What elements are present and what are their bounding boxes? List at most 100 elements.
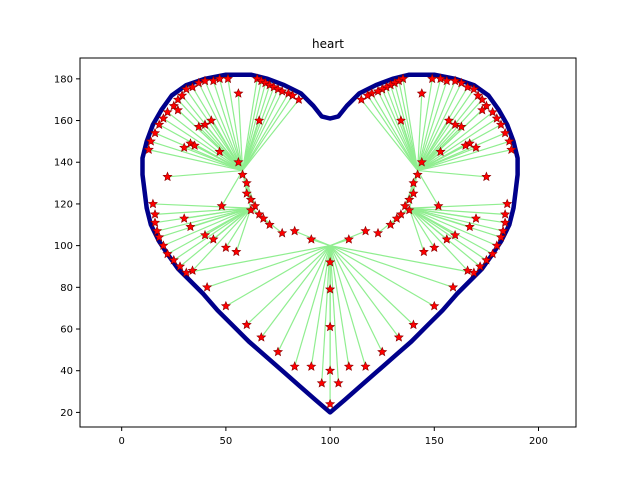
spoke-line <box>152 203 251 209</box>
star-marker <box>179 142 190 152</box>
star-marker <box>233 88 244 98</box>
star-marker <box>283 88 294 98</box>
spoke-line <box>246 245 331 326</box>
star-marker <box>289 225 300 236</box>
spoke-line <box>194 145 243 172</box>
spoke-line <box>329 245 367 367</box>
star-marker <box>277 86 288 96</box>
star-marker <box>500 217 511 227</box>
spoke-line <box>400 120 419 171</box>
star-marker <box>200 119 211 130</box>
star-marker <box>475 261 486 271</box>
star-marker <box>400 200 411 211</box>
star-marker <box>456 77 467 88</box>
spoke-line <box>206 245 331 288</box>
spoke-line <box>329 245 454 288</box>
star-marker <box>287 90 298 100</box>
star-marker <box>397 73 409 84</box>
y-tick-label: 60 <box>60 325 73 336</box>
spoke-line <box>204 207 252 236</box>
star-marker <box>264 219 275 230</box>
star-marker <box>362 90 373 100</box>
spoke-line <box>409 203 508 209</box>
spoke-line <box>241 78 258 171</box>
star-marker <box>468 84 479 94</box>
spoke-lines <box>148 78 512 405</box>
star-marker <box>254 115 265 125</box>
spoke-line <box>394 82 419 171</box>
spoke-line <box>329 238 350 247</box>
star-marker <box>241 319 252 330</box>
star-marker <box>277 227 288 238</box>
spoke-line <box>219 78 244 171</box>
star-marker <box>177 90 188 100</box>
spoke-line <box>242 93 289 171</box>
star-marker <box>385 79 396 90</box>
heart-outline-line <box>140 72 520 415</box>
star-marker <box>495 119 507 130</box>
spoke-line <box>367 95 419 171</box>
star-marker <box>272 346 284 357</box>
spoke-line <box>186 245 331 274</box>
star-marker <box>462 265 473 275</box>
star-marker <box>214 73 225 84</box>
star-marker <box>256 332 267 342</box>
star-marker <box>200 229 211 240</box>
star-marker <box>154 119 165 130</box>
spoke-line <box>241 120 260 171</box>
y-tick-label: 80 <box>60 283 73 294</box>
star-marker <box>464 138 475 148</box>
spoke-line <box>360 99 419 171</box>
axes: 0 50 100 150 200 20 40 60 80 100 120 140 160 180 <box>54 57 577 447</box>
star-marker <box>448 281 459 292</box>
spoke-line <box>250 207 283 234</box>
star-marker <box>185 221 196 232</box>
star-marker <box>393 332 404 342</box>
star-marker <box>502 198 513 209</box>
spoke-line <box>154 207 251 215</box>
spoke-line <box>227 78 244 171</box>
spoke-line <box>417 117 498 172</box>
spoke-line <box>402 78 419 171</box>
star-marker <box>372 227 384 238</box>
spoke-line <box>377 207 410 234</box>
star-marker <box>149 217 161 227</box>
y-tick-label: 100 <box>54 241 73 252</box>
spoke-line <box>235 207 252 253</box>
spoke-line <box>329 245 383 353</box>
spoke-line <box>417 147 477 172</box>
x-tick-label: 50 <box>220 436 233 447</box>
star-marker <box>462 81 473 92</box>
star-marker <box>360 225 371 236</box>
spoke-line <box>185 88 244 171</box>
star-marker <box>408 188 419 198</box>
star-marker <box>408 177 419 188</box>
star-marker <box>325 365 336 376</box>
star-marker <box>189 140 200 150</box>
spoke-line <box>321 245 331 384</box>
star-marker <box>468 267 479 278</box>
spoke-line <box>408 207 456 236</box>
y-tick-label: 180 <box>54 74 73 85</box>
star-marker <box>450 229 461 240</box>
star-marker <box>491 240 502 250</box>
x-tick-label: 0 <box>118 436 124 447</box>
x-tick-label: 200 <box>529 436 548 447</box>
star-marker <box>200 75 211 86</box>
spoke-line <box>377 91 419 171</box>
spoke-line <box>329 245 474 274</box>
spoke-line <box>417 78 433 171</box>
star-marker <box>435 146 446 157</box>
star-marker <box>214 146 225 157</box>
star-marker <box>245 194 256 205</box>
star-marker <box>162 171 173 182</box>
star-marker <box>158 113 169 123</box>
star-marker <box>450 119 461 130</box>
star-marker <box>206 115 217 125</box>
spoke-line <box>184 207 251 220</box>
spoke-line <box>148 149 243 172</box>
spoke-line <box>417 149 512 172</box>
spoke-line <box>417 145 466 172</box>
